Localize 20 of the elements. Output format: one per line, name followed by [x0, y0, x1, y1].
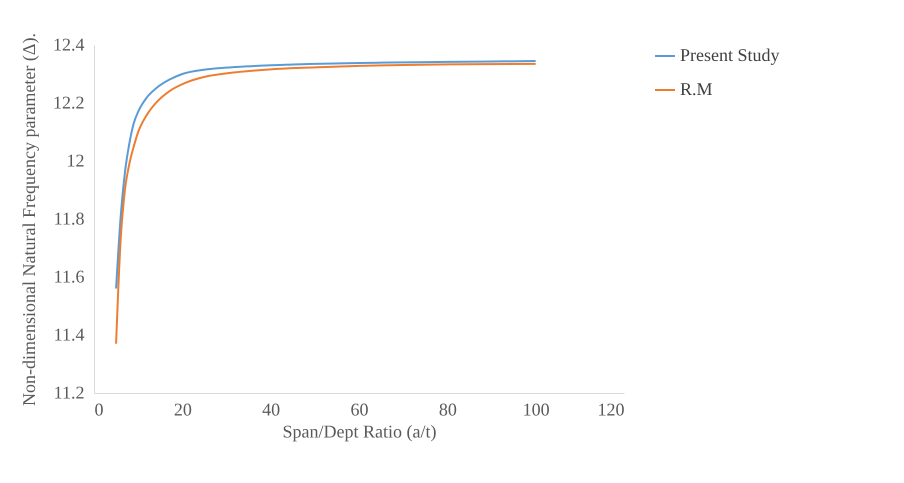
line-series — [115, 62, 537, 345]
line-series — [115, 60, 537, 290]
y-tick-label: 12 — [66, 150, 84, 170]
x-axis-title: Span/Dept Ratio (a/t) — [282, 422, 436, 442]
y-tick-label: 12.2 — [53, 92, 84, 112]
x-tick-label: 100 — [522, 400, 550, 420]
x-tick-label: 0 — [94, 400, 104, 420]
y-tick-label: 11.2 — [54, 382, 84, 402]
y-tick-label: 12.4 — [53, 34, 84, 54]
y-axis-title: Non-dimensional Natural Frequency parameter (Δ). — [19, 33, 39, 406]
x-tick-label: 60 — [350, 400, 368, 420]
x-tick-label: 80 — [438, 400, 457, 420]
y-tick-label: 11.6 — [54, 266, 84, 286]
x-tick-label: 20 — [174, 400, 192, 420]
y-tick-label: 11.8 — [54, 208, 84, 228]
y-tick-label: 11.4 — [54, 324, 84, 344]
legend-label: Present Study — [680, 45, 780, 65]
x-tick-label: 120 — [598, 400, 624, 420]
legend-label: R.M — [680, 79, 713, 99]
x-tick-label: 40 — [262, 400, 280, 420]
